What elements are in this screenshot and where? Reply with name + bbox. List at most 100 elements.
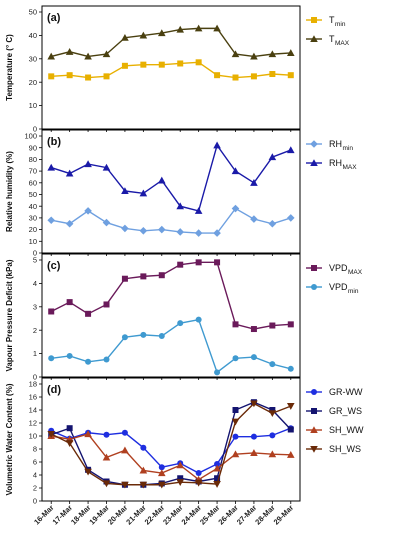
legend-label: RH <box>329 158 342 168</box>
data-point <box>139 466 148 474</box>
data-point <box>214 72 221 79</box>
data-point <box>268 410 277 418</box>
y-tick-label: 16 <box>29 393 37 402</box>
data-point <box>158 272 165 279</box>
data-point <box>214 475 221 482</box>
data-point <box>140 273 147 280</box>
data-point <box>195 259 202 266</box>
data-point <box>65 169 74 177</box>
data-point <box>268 450 277 458</box>
data-point <box>121 275 128 282</box>
data-point <box>85 358 92 365</box>
y-tick-label: 30 <box>29 214 37 223</box>
data-point <box>48 73 55 80</box>
data-point <box>231 50 240 58</box>
y-tick-label: 80 <box>29 155 37 164</box>
y-tick-label: 10 <box>29 432 37 441</box>
legend-marker <box>311 17 317 23</box>
data-point <box>214 259 221 266</box>
data-point <box>65 219 74 228</box>
legend-marker <box>311 284 317 290</box>
series-line <box>51 318 291 374</box>
data-point <box>268 50 277 58</box>
series-line <box>51 61 291 79</box>
y-tick-label: 20 <box>29 78 37 87</box>
y-tick-label: 60 <box>29 178 37 187</box>
data-point <box>102 453 111 461</box>
panel-c: 0 1 2 3 4 5 (c) Vapour Pressure Deficit (kPa) VP… <box>5 253 363 382</box>
y-axis-title: Temperature (° C) <box>5 34 14 101</box>
y-tick-label: 20 <box>29 225 37 234</box>
data-point <box>103 301 110 308</box>
data-point <box>176 479 185 486</box>
data-point <box>84 160 92 168</box>
data-point <box>102 480 111 488</box>
data-point <box>140 444 147 451</box>
data-point <box>194 229 203 237</box>
legend-marker <box>310 445 318 453</box>
data-point <box>47 52 56 60</box>
data-point <box>268 153 277 161</box>
data-point <box>157 176 166 184</box>
data-point <box>195 316 202 323</box>
data-point <box>121 224 129 233</box>
y-tick-label: 90 <box>29 143 37 152</box>
data-point <box>66 425 73 432</box>
data-point <box>65 47 74 55</box>
legend-label: VPD <box>329 263 348 273</box>
data-point <box>85 310 92 317</box>
data-point <box>269 432 276 439</box>
data-point <box>121 446 129 454</box>
data-point <box>269 71 276 78</box>
data-point <box>157 469 166 477</box>
data-point <box>250 215 258 223</box>
data-point <box>66 72 73 79</box>
data-point <box>177 261 184 268</box>
data-point <box>287 426 294 433</box>
data-point <box>232 355 239 362</box>
data-point <box>66 352 73 359</box>
data-point <box>250 354 257 361</box>
data-point <box>103 73 110 80</box>
series-line <box>51 27 291 58</box>
y-tick-label: 70 <box>29 167 37 176</box>
data-point <box>287 72 294 79</box>
series-line <box>51 143 292 212</box>
data-point <box>121 429 128 436</box>
legend-label-subscript: MAX <box>343 164 358 171</box>
data-point <box>157 225 166 234</box>
legend-marker <box>311 408 317 414</box>
y-tick-label: 2 <box>33 484 37 493</box>
data-point <box>268 219 277 228</box>
plot-frame <box>41 253 301 378</box>
legend-label: T <box>329 34 335 44</box>
legend-label-subscript: MAX <box>335 40 350 47</box>
legend-label: GR-WW <box>329 387 363 397</box>
data-point <box>102 50 111 58</box>
legend-label: T <box>329 15 335 25</box>
data-point <box>286 451 295 458</box>
data-point <box>195 59 202 66</box>
data-point <box>213 481 221 488</box>
legend-marker <box>310 426 318 434</box>
data-point <box>176 461 185 469</box>
data-point <box>269 322 276 329</box>
panel-label: (d) <box>47 384 61 396</box>
legend-label: SH_WS <box>329 444 361 454</box>
data-point <box>121 481 129 489</box>
data-point <box>84 430 92 438</box>
y-tick-label: 50 <box>29 190 37 199</box>
data-point <box>121 187 129 195</box>
y-tick-label: 14 <box>29 406 37 415</box>
y-tick-label: 8 <box>33 445 37 454</box>
legend-label-subscript: min <box>348 288 359 295</box>
data-point <box>66 299 73 306</box>
data-point <box>48 308 55 315</box>
data-point <box>47 216 56 225</box>
data-point <box>231 418 240 426</box>
plot-frame <box>41 129 301 254</box>
data-point <box>232 433 239 440</box>
series-line <box>51 433 291 481</box>
data-point <box>250 179 258 186</box>
data-point <box>157 29 166 37</box>
